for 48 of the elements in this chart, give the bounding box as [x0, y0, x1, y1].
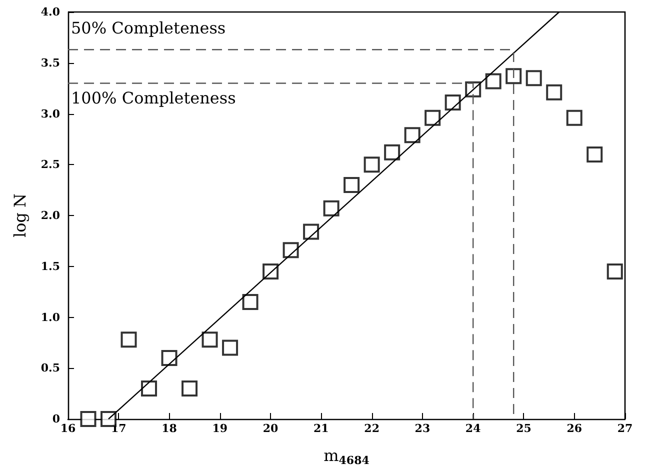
y-tick-label: 2.0: [40, 209, 60, 222]
point: [141, 380, 158, 396]
x-tick-label: 19: [212, 422, 228, 435]
point: [182, 380, 198, 396]
point: [120, 332, 137, 348]
point: [222, 340, 238, 356]
point: [606, 263, 623, 280]
x-tick-label: 26: [566, 422, 582, 435]
point: [202, 332, 218, 348]
point: [526, 70, 542, 86]
point: [242, 294, 258, 310]
point: [282, 242, 299, 258]
y-tick-label: 0: [52, 412, 60, 426]
point: [364, 156, 380, 173]
point: [485, 73, 502, 90]
annotation: 50% Completeness: [71, 18, 226, 38]
point: [384, 144, 400, 160]
x-tick-label: 18: [162, 422, 178, 435]
point: [161, 350, 178, 366]
y-tick-label: 1.0: [40, 310, 60, 324]
x-tick-label: 27: [617, 422, 633, 435]
annotation: 100% Completeness: [71, 88, 236, 108]
x-tick-label: 20: [262, 422, 279, 435]
point: [566, 110, 582, 126]
point: [344, 176, 360, 193]
y-tick-label: 3.0: [40, 107, 60, 120]
point: [546, 84, 562, 100]
y-axis-title: log N: [10, 193, 30, 238]
x-tick-label: 22: [364, 422, 380, 435]
x-tick-label: 23: [414, 422, 430, 435]
point: [586, 146, 603, 162]
y-tick-label: 1.5: [40, 260, 60, 273]
y-tick-label: 4.0: [40, 6, 60, 18]
point: [323, 200, 340, 216]
point: [80, 411, 96, 427]
y-tick-label: 0.5: [40, 362, 60, 375]
point: [506, 68, 522, 84]
x-tick-label: 17: [110, 422, 126, 435]
point: [303, 224, 320, 240]
x-tick-label: 24: [465, 422, 482, 435]
point: [424, 110, 441, 126]
y-tick-label: 2.5: [40, 158, 60, 172]
point: [444, 94, 461, 111]
x-tick-label: 25: [516, 422, 532, 435]
y-tick-label: 3.5: [40, 56, 60, 70]
x-tick-label: 21: [314, 422, 329, 435]
point: [404, 127, 420, 144]
x-tick-label: 16: [60, 422, 76, 435]
